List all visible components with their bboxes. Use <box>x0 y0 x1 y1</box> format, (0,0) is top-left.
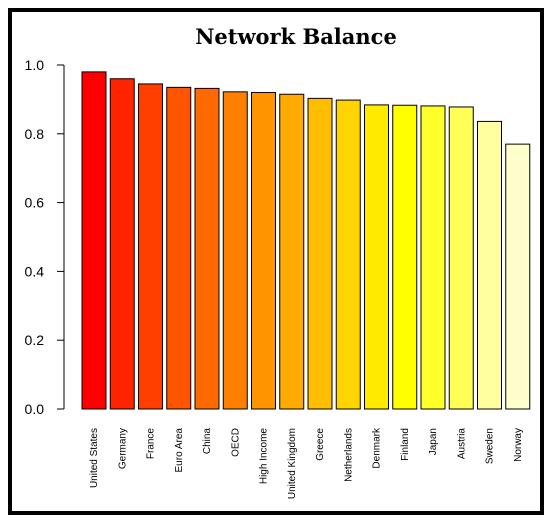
x-tick-label: Germany <box>117 428 128 469</box>
x-tick-label: Finland <box>400 428 411 461</box>
bar <box>166 86 192 410</box>
bar <box>448 106 474 410</box>
bars <box>81 71 531 410</box>
bar <box>81 71 107 410</box>
bar <box>279 93 305 410</box>
bar <box>420 105 446 410</box>
y-tick-label: 1.0 <box>25 57 45 73</box>
bar <box>335 99 361 410</box>
bar <box>194 87 220 410</box>
y-tick-label: 0.2 <box>25 332 45 348</box>
bar <box>307 97 333 410</box>
bar <box>138 83 163 410</box>
x-tick-label: China <box>202 428 213 455</box>
x-tick-label: Euro Area <box>174 428 185 473</box>
x-tick-label: Austria <box>456 428 467 460</box>
x-tick-label: Netherlands <box>343 428 354 482</box>
bar <box>392 104 418 410</box>
x-axis-labels: United States Germany France Euro Area China… <box>89 427 524 499</box>
y-tick-label: 0.8 <box>25 126 45 142</box>
x-tick-label: OECD <box>230 428 241 457</box>
x-tick-label: High Income <box>259 428 270 485</box>
x-tick-label: United States <box>89 428 100 488</box>
x-tick-label: Denmark <box>372 427 383 469</box>
chart-title: Network Balance <box>195 24 397 49</box>
y-tick-label: 0.4 <box>25 263 45 279</box>
bar <box>109 78 135 410</box>
bar <box>222 91 248 410</box>
x-tick-label: Norway <box>513 428 524 462</box>
x-tick-label: Greece <box>315 428 326 461</box>
y-tick-label: 0.6 <box>25 195 45 211</box>
y-axis: 0.0 0.2 0.4 0.6 0.8 1.0 <box>25 57 65 417</box>
bar <box>251 92 276 410</box>
x-tick-label: Japan <box>428 428 439 455</box>
x-tick-label: Sweden <box>485 428 496 464</box>
bar <box>364 104 389 410</box>
x-tick-label: United Kingdom <box>287 428 298 499</box>
bar <box>505 143 531 410</box>
x-tick-label: France <box>146 428 157 460</box>
y-tick-label: 0.0 <box>25 401 45 417</box>
bar <box>477 120 502 410</box>
